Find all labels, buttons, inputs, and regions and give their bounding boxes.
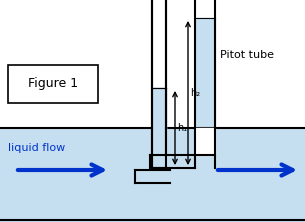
Bar xyxy=(195,128,215,155)
Bar xyxy=(0,128,305,222)
Text: Figure 1: Figure 1 xyxy=(28,77,78,91)
Bar xyxy=(152,0,166,128)
Text: Pitot tube: Pitot tube xyxy=(220,50,274,60)
Bar xyxy=(152,88,166,168)
Bar xyxy=(195,18,215,128)
Bar xyxy=(195,0,215,128)
Text: h₂: h₂ xyxy=(190,88,200,98)
Text: h₁: h₁ xyxy=(177,123,187,133)
Text: liquid flow: liquid flow xyxy=(8,143,65,153)
Bar xyxy=(152,127,166,168)
Bar xyxy=(152,88,166,128)
Bar xyxy=(8,65,98,103)
